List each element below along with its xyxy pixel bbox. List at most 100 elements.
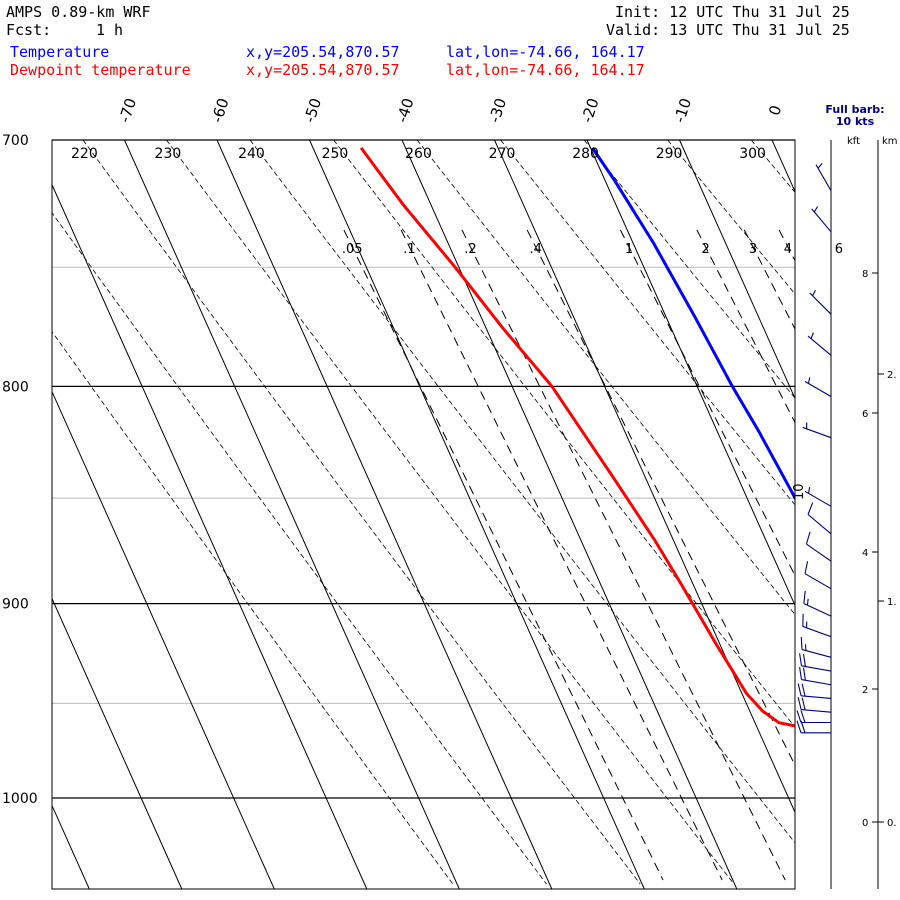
wind-panel-title: Full barb: xyxy=(825,103,884,116)
isotherm-line xyxy=(52,390,275,889)
wind-barb-flag xyxy=(796,710,802,723)
mixing-ratio-label: .05 xyxy=(342,242,363,257)
wind-barb xyxy=(797,697,832,713)
wind-barb-flag xyxy=(799,653,802,666)
temperature-tick-label: -60 xyxy=(208,96,233,125)
mixing-ratio-label: 4 xyxy=(784,242,792,257)
isotherm-line xyxy=(52,804,90,889)
wind-barb-half-flag xyxy=(807,377,811,384)
isotherm-line xyxy=(52,597,183,889)
theta-label: 250 xyxy=(322,146,349,162)
mixing-ratio-line xyxy=(400,229,723,881)
wind-barb xyxy=(796,710,831,724)
wind-barb-shaft xyxy=(807,335,832,356)
wind-barb-flag xyxy=(807,502,814,515)
wind-barb xyxy=(803,590,832,617)
wind-panel: Full barb: 10 kts kft km 8 6 4 2 0 2. 1.… xyxy=(792,103,898,889)
wind-barb-shaft xyxy=(809,292,832,315)
mixing-ratio-line xyxy=(868,230,900,880)
wind-barb-flag xyxy=(800,636,803,650)
isotherm-line xyxy=(52,183,368,889)
temperature-tick-label: 0 xyxy=(765,103,785,118)
theta-label: 260 xyxy=(405,146,432,162)
pressure-tick-label: 1000 xyxy=(2,791,38,807)
dry-adiabat-line xyxy=(835,140,900,884)
speed-scale-mark: 10 xyxy=(792,483,807,500)
wind-barb xyxy=(799,653,832,672)
km-tick-label: 0. xyxy=(887,818,897,829)
theta-label: 290 xyxy=(656,146,683,162)
kft-tick-label: 2 xyxy=(862,685,868,696)
mixing-ratio-label: 3 xyxy=(749,242,757,257)
wind-barb-half-flag xyxy=(812,289,816,297)
wind-panel-subtitle: 10 kts xyxy=(836,115,875,128)
wind-barb-flag xyxy=(800,710,806,723)
isotherm-line xyxy=(124,140,460,889)
isotherm-line xyxy=(216,140,553,889)
mixing-ratio-line xyxy=(696,229,795,424)
forecast-hour: 1 h xyxy=(96,21,124,39)
wind-barb-flag xyxy=(804,561,809,574)
isotherms xyxy=(52,140,900,889)
wind-barb xyxy=(804,487,832,507)
temperature-tick-label: -30 xyxy=(485,96,510,125)
kft-tick-label: 4 xyxy=(862,548,868,559)
mixing-ratio-label: 6 xyxy=(835,242,843,257)
dry-adiabat-line xyxy=(249,140,795,844)
mixing-ratio-label: .1 xyxy=(403,242,415,257)
dry-adiabat-line xyxy=(333,140,795,728)
wind-barb-flag xyxy=(801,683,806,697)
legend-temperature-latlon: lat,lon=-74.66, 164.17 xyxy=(446,43,645,61)
temperature-tick-label: -40 xyxy=(393,96,418,125)
dry-adiabat-line xyxy=(667,140,795,295)
wind-barb-flag xyxy=(797,683,802,696)
sounding-series xyxy=(359,147,795,728)
temperature-tick-label: -70 xyxy=(115,96,140,125)
wind-barb-shaft xyxy=(801,709,832,713)
mixing-ratio-label: .2 xyxy=(464,242,476,257)
wind-barb-flag xyxy=(799,666,802,680)
wind-barb-flag xyxy=(796,720,802,733)
wind-barbs xyxy=(796,163,832,734)
theta-label: 230 xyxy=(155,146,182,162)
wind-barb-shaft xyxy=(801,665,832,672)
dry-adiabat-line xyxy=(52,331,454,885)
kft-tick-label: 0 xyxy=(862,818,868,829)
mixing-ratio-label: 2 xyxy=(701,242,709,257)
wind-barb-shaft xyxy=(804,381,832,398)
wind-barb xyxy=(807,332,832,356)
forecast-label: Fcst: xyxy=(6,21,52,39)
wind-barb-flag xyxy=(803,590,806,604)
wind-barb-half-flag xyxy=(817,163,823,169)
mixing-ratio-line xyxy=(778,229,795,262)
wind-barb-half-flag xyxy=(807,487,811,494)
plot-frame xyxy=(51,139,796,890)
pressure-tick-label: 800 xyxy=(2,379,29,395)
valid-time: Valid: 13 UTC Thu 31 Jul 25 xyxy=(606,21,850,39)
wind-barb-shaft xyxy=(804,573,832,590)
dry-adiabat-line xyxy=(52,212,547,885)
dry-adiabat-line xyxy=(166,140,735,885)
mixing-ratio-lines xyxy=(343,229,900,881)
legend-dewpoint-xy: x,y=205.54,870.57 xyxy=(246,61,400,79)
theta-label: 280 xyxy=(572,146,599,162)
theta-label: 220 xyxy=(71,146,98,162)
wind-barb-shaft xyxy=(801,678,832,686)
wind-barb-shaft xyxy=(802,426,832,439)
isotherm-line xyxy=(679,140,795,400)
wind-barb-shaft xyxy=(803,602,832,617)
dry-adiabat-line xyxy=(416,140,795,616)
legend-temperature-xy: x,y=205.54,870.57 xyxy=(246,43,400,61)
isotherm-line xyxy=(494,140,795,814)
mixing-ratio-line xyxy=(343,229,664,881)
wind-barb-flag xyxy=(802,653,806,667)
wind-barb xyxy=(797,683,832,700)
wind-barb-half-flag xyxy=(810,332,814,339)
wind-barb xyxy=(802,422,832,439)
isotherm-line xyxy=(865,140,900,889)
wind-barb-shaft xyxy=(804,490,832,507)
wind-barb xyxy=(796,720,831,734)
init-time: Init: 12 UTC Thu 31 Jul 25 xyxy=(615,3,850,21)
wind-barb-flag xyxy=(800,720,806,733)
